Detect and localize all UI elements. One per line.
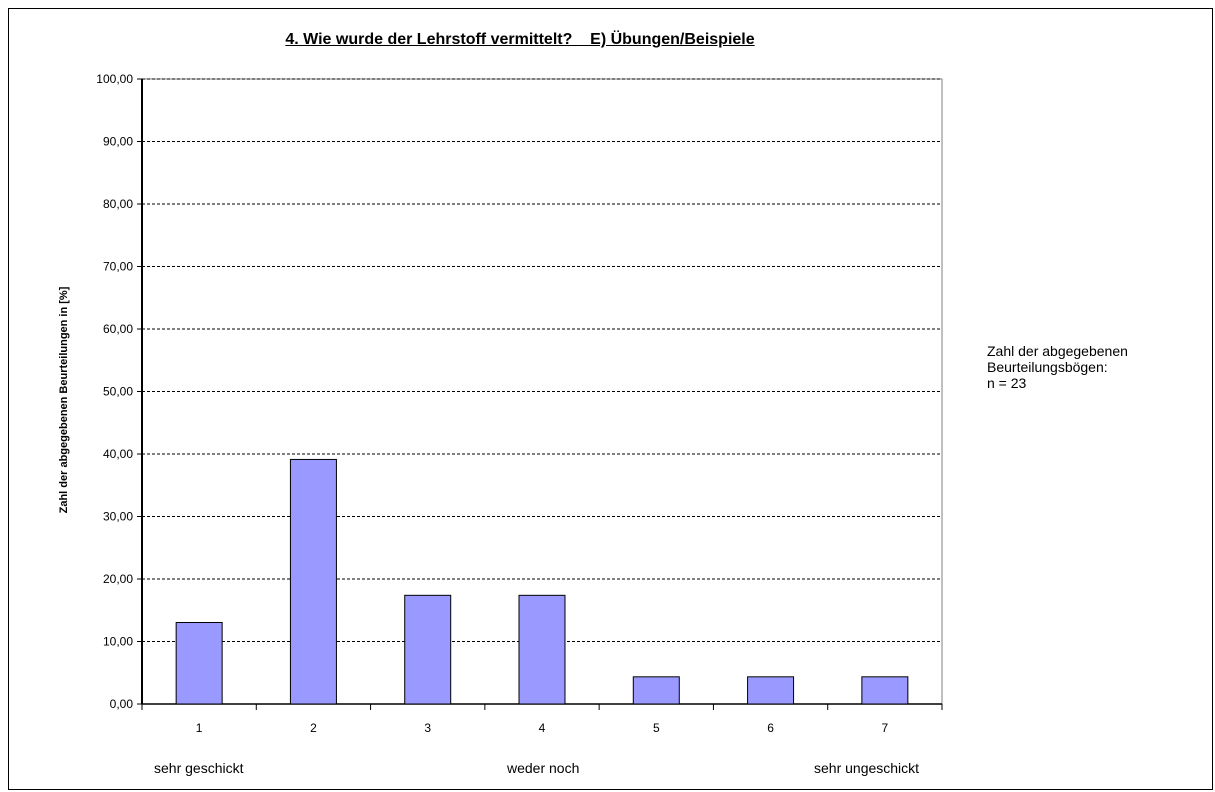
- y-tick-label: 30,00: [103, 510, 133, 524]
- note-line-1: Zahl der abgegebenen: [987, 343, 1128, 359]
- bar: [861, 676, 909, 705]
- scale-label-middle: weder noch: [507, 760, 580, 776]
- bar: [632, 676, 680, 705]
- y-tick-label: 70,00: [103, 260, 133, 274]
- y-tick-label: 60,00: [103, 322, 133, 336]
- chart-title: 4. Wie wurde der Lehrstoff vermittelt? E…: [285, 31, 755, 48]
- bar: [175, 622, 223, 705]
- response-count-note: Zahl der abgegebenen Beurteilungsbögen: …: [987, 343, 1128, 391]
- y-tick-label: 100,00: [96, 72, 133, 86]
- x-tick-label: 6: [767, 721, 774, 735]
- note-line-3: n = 23: [987, 375, 1027, 391]
- bar: [289, 458, 337, 705]
- y-tick-label: 20,00: [103, 572, 133, 586]
- bar: [404, 594, 452, 705]
- x-tick-label: 3: [424, 721, 431, 735]
- x-tick-label: 4: [539, 721, 546, 735]
- x-tick-label: 1: [196, 721, 203, 735]
- y-tick-label: 10,00: [103, 635, 133, 649]
- y-tick-label: 80,00: [103, 197, 133, 211]
- x-tick-label: 2: [310, 721, 317, 735]
- x-tick-label: 5: [653, 721, 660, 735]
- y-tick-label: 0,00: [110, 697, 134, 711]
- bar: [747, 676, 795, 705]
- y-tick-label: 40,00: [103, 447, 133, 461]
- x-tick-label: 7: [882, 721, 889, 735]
- y-tick-label: 50,00: [103, 385, 133, 399]
- scale-label-right: sehr ungeschickt: [814, 760, 920, 776]
- note-line-2: Beurteilungsbögen:: [987, 359, 1108, 375]
- bar: [518, 594, 566, 705]
- scale-label-left: sehr geschickt: [154, 760, 244, 776]
- y-tick-label: 90,00: [103, 135, 133, 149]
